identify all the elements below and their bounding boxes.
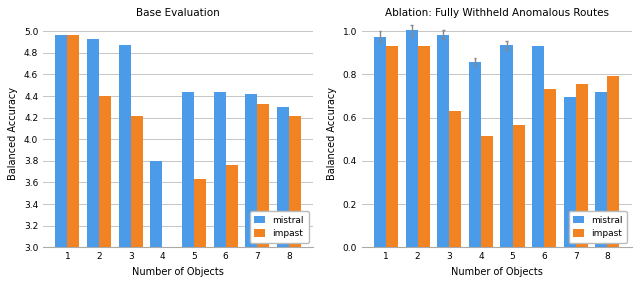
Bar bbox=[500, 45, 513, 247]
X-axis label: Number of Objects: Number of Objects bbox=[132, 267, 224, 277]
Bar bbox=[418, 46, 429, 247]
Bar bbox=[276, 107, 289, 285]
Bar bbox=[194, 179, 206, 285]
Bar bbox=[67, 34, 79, 285]
Bar bbox=[469, 62, 481, 247]
Bar bbox=[607, 76, 620, 247]
Y-axis label: Balanced Accuracy: Balanced Accuracy bbox=[327, 87, 337, 180]
Bar bbox=[214, 92, 225, 285]
Legend: mistral, impast: mistral, impast bbox=[250, 211, 308, 243]
Legend: mistral, impast: mistral, impast bbox=[568, 211, 627, 243]
Y-axis label: Balanced Accuracy: Balanced Accuracy bbox=[8, 87, 19, 180]
Bar bbox=[437, 34, 449, 247]
Bar bbox=[406, 30, 418, 247]
Bar bbox=[150, 161, 163, 285]
X-axis label: Number of Objects: Number of Objects bbox=[451, 267, 543, 277]
Title: Base Evaluation: Base Evaluation bbox=[136, 8, 220, 18]
Bar bbox=[481, 136, 493, 247]
Bar bbox=[131, 115, 143, 285]
Bar bbox=[513, 125, 525, 247]
Bar bbox=[56, 34, 67, 285]
Bar bbox=[182, 92, 194, 285]
Bar bbox=[386, 46, 398, 247]
Title: Ablation: Fully Withheld Anomalous Routes: Ablation: Fully Withheld Anomalous Route… bbox=[385, 8, 609, 18]
Bar bbox=[374, 37, 386, 247]
Bar bbox=[449, 111, 461, 247]
Bar bbox=[118, 45, 131, 285]
Bar bbox=[595, 92, 607, 247]
Bar bbox=[225, 165, 237, 285]
Bar bbox=[99, 96, 111, 285]
Bar bbox=[576, 84, 588, 247]
Bar bbox=[257, 104, 269, 285]
Bar bbox=[532, 46, 544, 247]
Bar bbox=[544, 89, 556, 247]
Bar bbox=[564, 97, 576, 247]
Bar bbox=[245, 94, 257, 285]
Bar bbox=[87, 39, 99, 285]
Bar bbox=[289, 115, 301, 285]
